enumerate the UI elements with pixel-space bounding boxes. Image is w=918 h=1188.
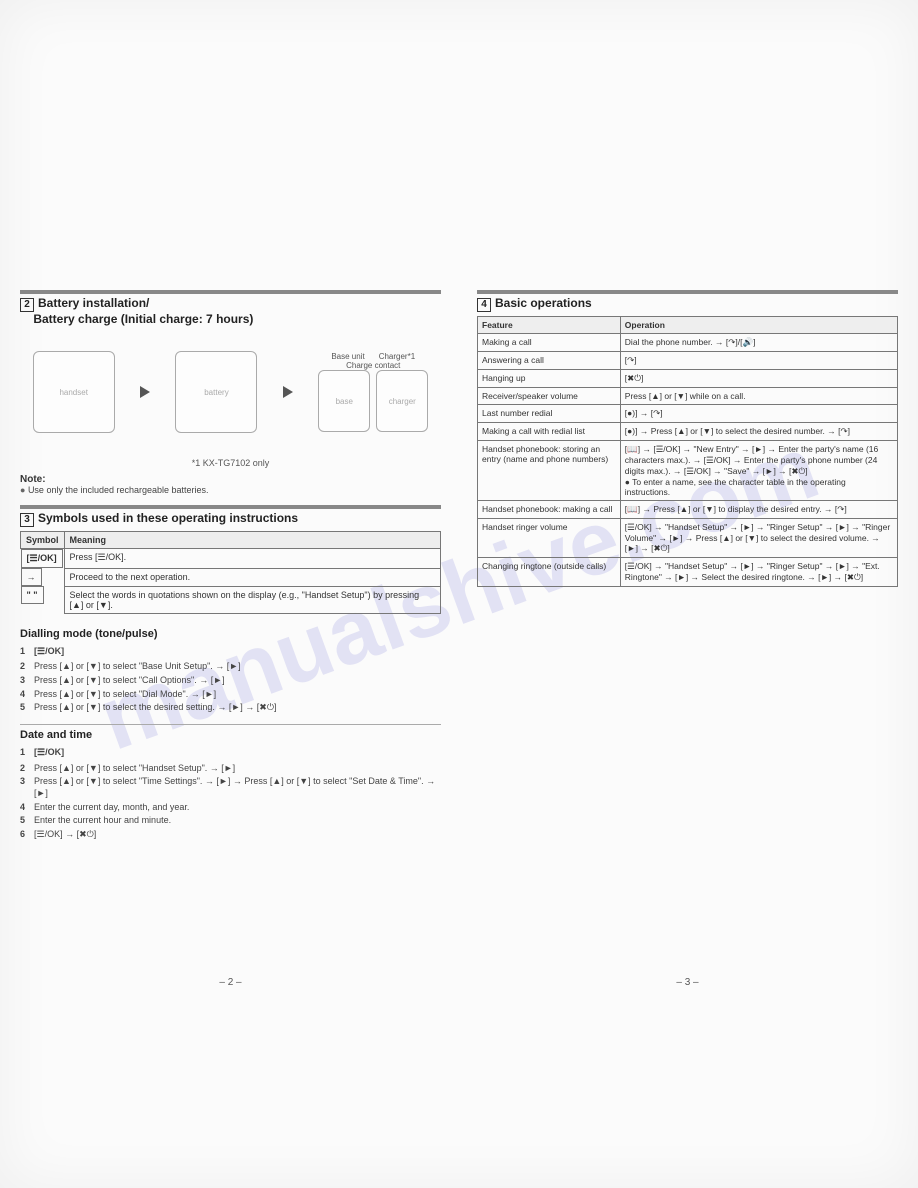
table-row: Handset phonebook: making a call[📖] → Pr… — [478, 501, 898, 519]
step-item: Enter the current day, month, and year. — [20, 802, 441, 814]
dialling-steps-list: [☰/OK] Press [▲] or [▼] to select "Base … — [20, 644, 441, 714]
heading-line2: Battery charge (Initial charge: 7 hours) — [33, 312, 253, 326]
symbol-cell: → — [21, 568, 42, 586]
step-item: Enter the current hour and minute. — [20, 815, 441, 827]
base-unit-label: Base unit — [331, 352, 364, 361]
section-2-heading: 2 Battery installation/ Battery charge (I… — [20, 296, 441, 326]
table-row: Receiver/speaker volumePress [▲] or [▼] … — [478, 388, 898, 405]
left-page: 2 Battery installation/ Battery charge (I… — [20, 290, 441, 988]
step-item: Press [▲] or [▼] to select "Base Unit Se… — [20, 661, 441, 673]
operation-cell: Dial the phone number. → [↷]/[🔊] — [620, 334, 897, 352]
arrow-icon — [283, 386, 293, 398]
battery-illustration-row: handset battery Base unit Charger*1 Char… — [20, 332, 441, 452]
illus-base-unit-group: Base unit Charger*1 Charge contact base … — [318, 352, 428, 432]
feature-cell: Handset phonebook: making a call — [478, 501, 621, 519]
operation-cell: Press [▲] or [▼] while on a call. — [620, 388, 897, 405]
illus-charger: charger — [376, 370, 428, 432]
section-divider-bar — [20, 290, 441, 294]
operation-cell: [●)] → Press [▲] or [▼] to select the de… — [620, 423, 897, 441]
feature-cell: Making a call — [478, 334, 621, 352]
step-item: [☰/OK] — [20, 747, 64, 759]
meaning-cell: Press [☰/OK]. — [64, 549, 440, 569]
operation-cell: [📖] → [☰/OK] → "New Entry" → [►] → Enter… — [620, 441, 897, 501]
table-row: → Proceed to the next operation. — [21, 568, 441, 586]
symbols-table: Symbol Meaning [☰/OK] Press [☰/OK]. → Pr… — [20, 531, 441, 614]
charge-contact-label: Charge contact — [318, 361, 428, 370]
table-row: Answering a call[↷] — [478, 352, 898, 370]
page-number-left: – 2 – — [20, 977, 441, 988]
feature-cell: Handset ringer volume — [478, 519, 621, 558]
note-bullet-text: Use only the included rechargeable batte… — [20, 485, 441, 495]
table-row: Hanging up[✖⏻] — [478, 370, 898, 388]
symbols-th-symbol: Symbol — [21, 532, 65, 549]
feature-cell: Changing ringtone (outside calls) — [478, 558, 621, 587]
step-item: Press [▲] or [▼] to select "Time Setting… — [20, 776, 441, 799]
step-item: Press [▲] or [▼] to select the desired s… — [20, 702, 441, 714]
operation-cell: [●)] → [↷] — [620, 405, 897, 423]
operation-cell: [☰/OK] → "Handset Setup" → [►] → "Ringer… — [620, 519, 897, 558]
heading-text: Basic operations — [495, 296, 592, 310]
symbols-th-meaning: Meaning — [64, 532, 440, 549]
section-4-heading: 4 Basic operations — [477, 296, 898, 312]
step-item: Press [▲] or [▼] to select "Call Options… — [20, 675, 441, 687]
section-divider-bar — [477, 290, 898, 294]
table-row: Changing ringtone (outside calls)[☰/OK] … — [478, 558, 898, 587]
section-number-box: 2 — [20, 298, 34, 312]
datetime-steps-list: [☰/OK] Press [▲] or [▼] to select "Hands… — [20, 745, 441, 841]
scanned-page: manualshive.com 2Battery installation/ B… — [0, 0, 918, 1188]
section-number-box: 4 — [477, 298, 491, 312]
table-row: Making a call with redial list[●)] → Pre… — [478, 423, 898, 441]
table-row: " " Select the words in quotations shown… — [21, 586, 441, 613]
section-divider-bar — [20, 505, 441, 509]
feature-cell: Making a call with redial list — [478, 423, 621, 441]
section-3-heading: 3 Symbols used in these operating instruc… — [20, 511, 441, 527]
dialling-mode-heading: Dialling mode (tone/pulse) — [20, 624, 441, 640]
table-row: Making a callDial the phone number. → [↷… — [478, 334, 898, 352]
arrow-icon — [140, 386, 150, 398]
right-page: 4 Basic operations Feature Operation Maki… — [477, 290, 898, 988]
heading-text: Symbols used in these operating instruct… — [38, 511, 298, 525]
two-column-spread: 2 Battery installation/ Battery charge (I… — [20, 290, 898, 988]
illustration-footnote: *1 KX-TG7102 only — [20, 458, 441, 468]
table-row: [☰/OK] Press [☰/OK]. — [21, 549, 441, 569]
table-row: Last number redial[●)] → [↷] — [478, 405, 898, 423]
operation-cell: [✖⏻] — [620, 370, 897, 388]
meaning-cell: Proceed to the next operation. — [64, 568, 440, 586]
step-item: Press [▲] or [▼] to select "Handset Setu… — [20, 763, 441, 775]
charger-label: Charger*1 — [379, 352, 415, 361]
ops-th-feature: Feature — [478, 317, 621, 334]
note-heading: Note: — [20, 474, 441, 485]
page-number-right: – 3 – — [477, 977, 898, 988]
feature-cell: Last number redial — [478, 405, 621, 423]
operation-cell: [📖] → Press [▲] or [▼] to display the de… — [620, 501, 897, 519]
table-row: Handset ringer volume[☰/OK] → "Handset S… — [478, 519, 898, 558]
ops-th-operation: Operation — [620, 317, 897, 334]
illus-handset-open: handset — [33, 351, 115, 433]
feature-cell: Receiver/speaker volume — [478, 388, 621, 405]
feature-cell: Handset phonebook: storing an entry (nam… — [478, 441, 621, 501]
symbol-cell: " " — [21, 586, 44, 604]
illus-insert-battery: battery — [175, 351, 257, 433]
operations-table: Feature Operation Making a callDial the … — [477, 316, 898, 587]
step-item: [☰/OK] → [✖⏻] — [20, 829, 441, 841]
feature-cell: Answering a call — [478, 352, 621, 370]
symbol-cell: [☰/OK] — [21, 549, 63, 568]
date-time-heading: Date and time — [20, 724, 441, 741]
meaning-cell: Select the words in quotations shown on … — [64, 586, 440, 613]
table-row: Handset phonebook: storing an entry (nam… — [478, 441, 898, 501]
section-number-box: 3 — [20, 513, 34, 527]
step-item: [☰/OK] — [20, 646, 64, 658]
operation-cell: [↷] — [620, 352, 897, 370]
heading-line1: Battery installation/ — [38, 296, 149, 310]
operation-cell: [☰/OK] → "Handset Setup" → [►] → "Ringer… — [620, 558, 897, 587]
illus-base-unit: base — [318, 370, 370, 432]
feature-cell: Hanging up — [478, 370, 621, 388]
step-item: Press [▲] or [▼] to select "Dial Mode". … — [20, 689, 441, 701]
